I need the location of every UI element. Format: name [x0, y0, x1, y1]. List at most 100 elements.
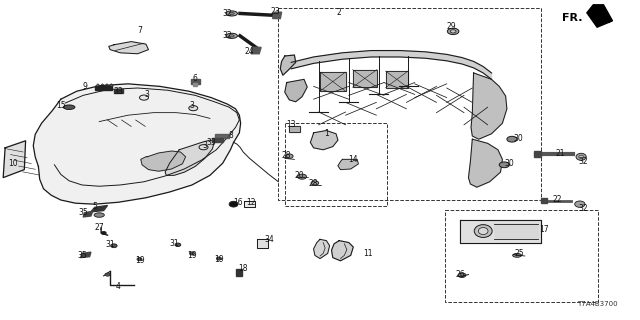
Ellipse shape	[575, 201, 585, 207]
Polygon shape	[236, 269, 242, 276]
Text: 27: 27	[94, 223, 104, 232]
Text: 24: 24	[244, 47, 255, 56]
Text: 30: 30	[504, 159, 514, 168]
Polygon shape	[3, 141, 26, 178]
Ellipse shape	[576, 153, 586, 160]
Polygon shape	[257, 239, 268, 248]
Text: 28: 28	[282, 151, 291, 160]
Polygon shape	[314, 239, 330, 259]
Polygon shape	[310, 131, 338, 150]
Text: 32: 32	[222, 9, 232, 18]
Bar	[285, 123, 387, 206]
Polygon shape	[81, 252, 91, 258]
Ellipse shape	[175, 243, 181, 247]
Ellipse shape	[63, 105, 75, 109]
Text: 28: 28	[309, 179, 318, 188]
Text: 30: 30	[513, 134, 524, 143]
Polygon shape	[251, 47, 261, 54]
Polygon shape	[587, 5, 612, 27]
Ellipse shape	[507, 136, 517, 142]
Polygon shape	[338, 159, 358, 170]
Text: 3: 3	[202, 141, 207, 150]
Text: 34: 34	[264, 235, 274, 244]
Text: 31: 31	[105, 240, 115, 249]
Text: 33: 33	[113, 87, 124, 96]
Text: 7: 7	[137, 26, 142, 35]
Text: 35: 35	[77, 252, 87, 260]
Text: 13: 13	[286, 120, 296, 129]
Ellipse shape	[311, 181, 319, 185]
Ellipse shape	[579, 155, 584, 158]
Text: 14: 14	[348, 155, 358, 164]
Text: 31: 31	[169, 239, 179, 248]
Polygon shape	[468, 139, 502, 187]
Text: 19: 19	[187, 252, 197, 260]
Polygon shape	[285, 79, 307, 102]
Ellipse shape	[226, 11, 237, 16]
Text: 18: 18	[239, 264, 248, 273]
Ellipse shape	[140, 95, 148, 100]
Polygon shape	[332, 241, 353, 261]
Polygon shape	[109, 42, 148, 54]
Ellipse shape	[229, 35, 234, 37]
Text: 33: 33	[206, 138, 216, 147]
Ellipse shape	[189, 252, 195, 255]
Text: 17: 17	[539, 225, 549, 234]
Text: 5: 5	[92, 202, 97, 211]
Text: 1: 1	[324, 129, 329, 138]
Ellipse shape	[474, 225, 492, 237]
Ellipse shape	[137, 258, 142, 261]
Ellipse shape	[189, 106, 198, 111]
Ellipse shape	[298, 174, 307, 179]
Ellipse shape	[94, 213, 104, 217]
Bar	[445, 210, 598, 302]
Text: 22: 22	[552, 195, 561, 204]
Text: FR.: FR.	[562, 12, 582, 23]
Ellipse shape	[105, 273, 110, 276]
Text: 11: 11	[364, 249, 372, 258]
Polygon shape	[141, 151, 186, 171]
Text: 32: 32	[579, 157, 589, 166]
Ellipse shape	[499, 162, 509, 168]
Text: T7A4B3700: T7A4B3700	[577, 300, 618, 307]
Ellipse shape	[447, 28, 459, 35]
Polygon shape	[33, 84, 241, 204]
Polygon shape	[541, 198, 547, 203]
Ellipse shape	[199, 145, 208, 150]
Polygon shape	[193, 83, 197, 86]
Text: 21: 21	[556, 149, 564, 158]
Text: 32: 32	[579, 204, 589, 213]
Polygon shape	[385, 71, 408, 88]
Text: 19: 19	[214, 255, 224, 264]
Text: 23: 23	[270, 7, 280, 16]
Polygon shape	[280, 55, 296, 75]
Text: 4: 4	[116, 282, 121, 291]
Ellipse shape	[285, 154, 293, 158]
Polygon shape	[191, 79, 200, 84]
Polygon shape	[471, 73, 507, 139]
Ellipse shape	[229, 201, 238, 207]
Polygon shape	[353, 69, 377, 87]
Text: 25: 25	[515, 249, 525, 258]
Text: 9: 9	[82, 82, 87, 91]
Text: 20: 20	[294, 171, 305, 180]
Polygon shape	[460, 220, 541, 243]
Polygon shape	[215, 134, 229, 138]
Polygon shape	[534, 151, 541, 157]
Polygon shape	[91, 205, 108, 212]
Polygon shape	[291, 51, 492, 79]
Bar	[278, 8, 541, 200]
Polygon shape	[165, 140, 214, 175]
Text: 10: 10	[8, 159, 18, 168]
Polygon shape	[289, 126, 300, 132]
Polygon shape	[273, 12, 282, 19]
Polygon shape	[494, 224, 539, 239]
Text: 32: 32	[222, 31, 232, 40]
Polygon shape	[320, 72, 346, 91]
Polygon shape	[83, 211, 93, 217]
Text: 3: 3	[189, 101, 195, 110]
Ellipse shape	[226, 33, 237, 38]
Ellipse shape	[513, 253, 522, 257]
Text: 26: 26	[456, 270, 466, 279]
Polygon shape	[95, 86, 112, 90]
